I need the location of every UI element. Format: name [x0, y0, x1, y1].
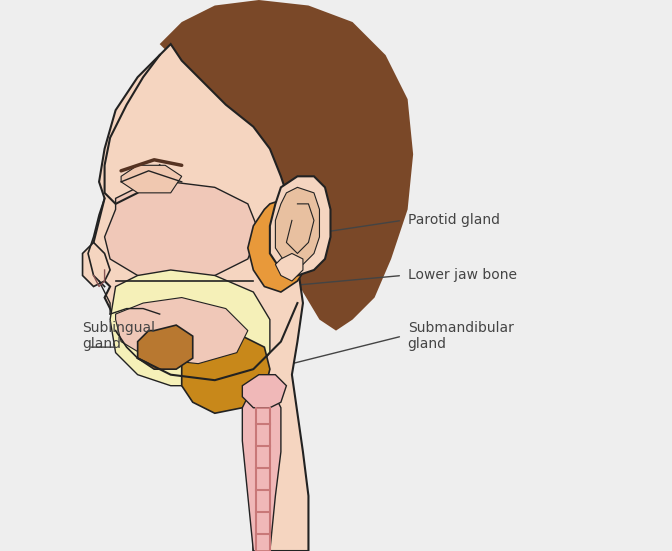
Text: Submandibular
gland: Submandibular gland [408, 321, 513, 351]
Polygon shape [116, 298, 248, 364]
Polygon shape [181, 336, 270, 413]
Text: Sublingual
gland: Sublingual gland [83, 321, 155, 351]
Polygon shape [248, 198, 314, 292]
Polygon shape [256, 408, 270, 551]
Polygon shape [83, 242, 110, 287]
Polygon shape [276, 253, 303, 281]
Polygon shape [276, 187, 319, 264]
Polygon shape [88, 44, 308, 551]
Text: Parotid gland: Parotid gland [408, 213, 499, 228]
Polygon shape [105, 182, 259, 281]
Polygon shape [110, 270, 270, 386]
Polygon shape [243, 386, 281, 551]
Polygon shape [160, 0, 413, 331]
Polygon shape [243, 375, 286, 408]
Text: Lower jaw bone: Lower jaw bone [408, 268, 517, 283]
Polygon shape [121, 165, 181, 193]
Polygon shape [270, 176, 331, 276]
Polygon shape [138, 325, 193, 369]
